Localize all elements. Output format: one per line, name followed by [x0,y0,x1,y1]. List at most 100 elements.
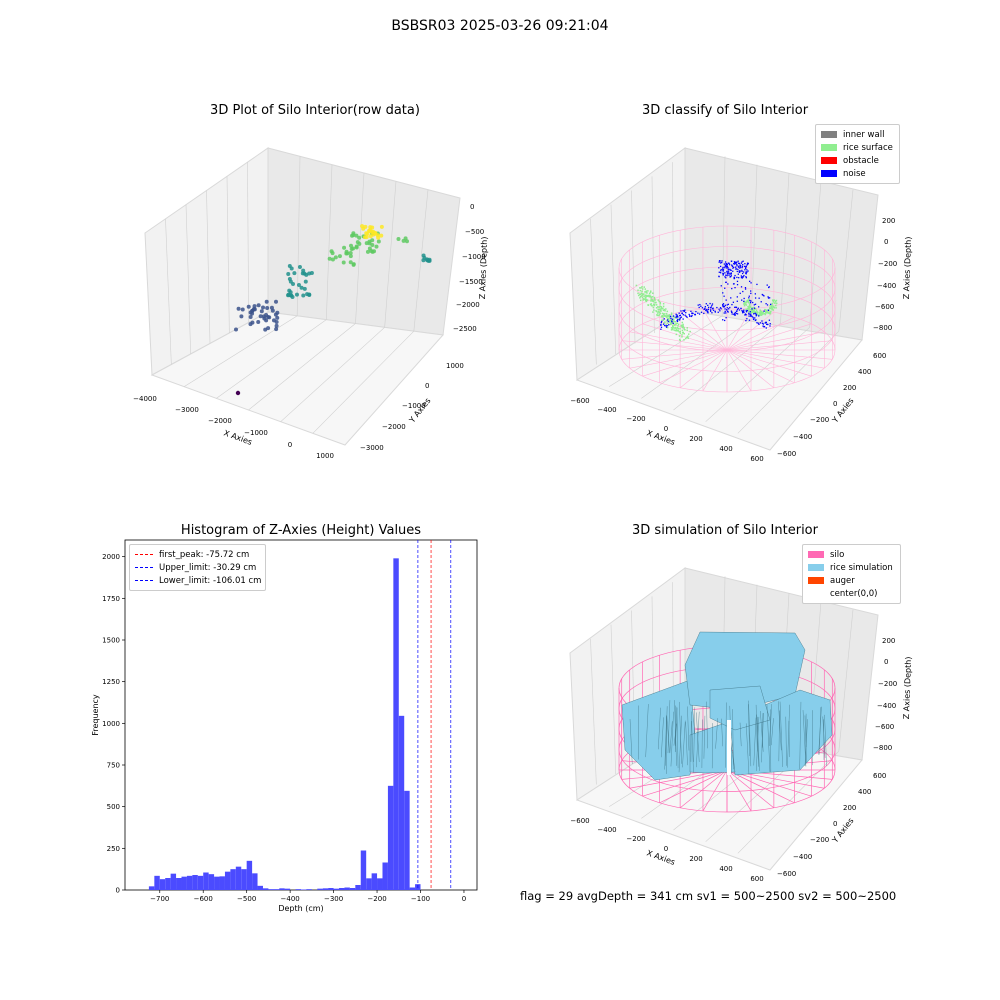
noise-point [738,271,741,273]
noise-point [704,308,706,310]
pane-gridline [413,189,429,332]
noise-point [734,311,736,314]
scatter-point [248,310,253,315]
legend-item-lower-limit: Lower_limit: -106.01 cm [135,574,261,587]
rice-surface-point [681,334,683,336]
rice-surface-point [689,330,691,333]
histogram-bar [170,873,177,890]
scatter-point [296,282,301,287]
scatter-point [333,255,338,260]
noise-point [735,268,737,270]
surface-meshline [629,719,633,764]
noise-point [722,267,724,269]
noise-point [750,314,752,316]
pane-gridline [326,164,333,320]
legend-item-obstacle: obstacle [821,154,893,167]
surface-meshline [701,719,703,768]
histogram-bar [333,888,340,890]
pane-gridline [838,609,854,752]
rice-surface-point [671,328,674,330]
pane-gridline [590,638,597,785]
noise-point [728,274,730,276]
noise-point [752,301,754,304]
noise-point [736,310,738,312]
rice-surface-point [650,304,653,307]
scatter-point [363,224,368,229]
panel4-xtick: 400 [719,865,732,873]
scatter-point [291,282,296,287]
scatter-point [368,225,373,230]
noise-point [737,273,739,275]
noise-point [752,316,754,319]
panel4-xtick: 200 [689,855,702,863]
noise-point [725,317,727,319]
noise-point [732,301,735,303]
noise-point [763,295,765,297]
rice-surface-point [659,309,662,312]
rice-surface-point [757,314,759,316]
noise-point [727,270,730,272]
noise-point [741,265,744,268]
scatter-point [265,306,270,311]
noise-point [730,297,732,299]
panel4-title: 3D simulation of Silo Interior [632,523,818,538]
noise-point [748,315,750,317]
noise-point [698,313,701,315]
rice-surface-point [637,289,639,292]
scatter-point [341,260,346,265]
rice-surface-point [749,306,751,309]
noise-point [748,297,750,299]
noise-point [735,306,738,309]
noise-point [701,307,704,309]
scatter-point [240,307,245,312]
noise-point [741,266,743,269]
noise-point [750,300,752,302]
noise-point [760,301,762,303]
noise-point [767,297,770,299]
noise-point [725,267,728,269]
panel4-ytick: −400 [793,853,812,861]
rice-surface-point [673,320,675,323]
noise-point [660,323,662,326]
noise-point [704,307,706,310]
scatter-point [421,253,426,258]
noise-point [724,287,726,289]
panel2-xtick: 400 [719,445,732,453]
rice-surface-point [744,303,746,305]
noise-point [757,322,759,324]
noise-point [677,318,679,321]
noise-point [711,312,713,314]
rice-surface-point [672,325,674,328]
surface-meshline [670,711,674,767]
rice-surface-point [659,312,662,315]
histogram-bar [181,876,187,890]
rice-surface-point [747,301,750,304]
pane-gridline [609,315,723,387]
rice-surface-point [650,298,652,300]
noise-point [727,262,730,264]
noise-point [745,311,748,313]
noise-point [735,312,737,315]
noise-point [721,269,724,271]
noise-point [705,303,707,305]
pane-gridline [838,189,854,332]
noise-point [755,314,758,316]
noise-point [762,323,765,325]
noise-point [743,311,745,313]
rice-surface-point [756,312,758,314]
scatter-point [288,293,293,298]
rice-surface-point [676,322,679,324]
noise-point [751,308,753,310]
rice-surface-point [764,313,767,316]
noise-point [762,294,764,296]
noise-point [730,275,732,277]
noise-point [671,320,673,322]
rice-surface-point [668,320,671,323]
rice-surface-point [658,300,660,303]
noise-point [765,327,767,329]
rice-surface-point [645,296,647,299]
legend-item-silo: silo [808,548,894,561]
noise-point [722,270,724,272]
